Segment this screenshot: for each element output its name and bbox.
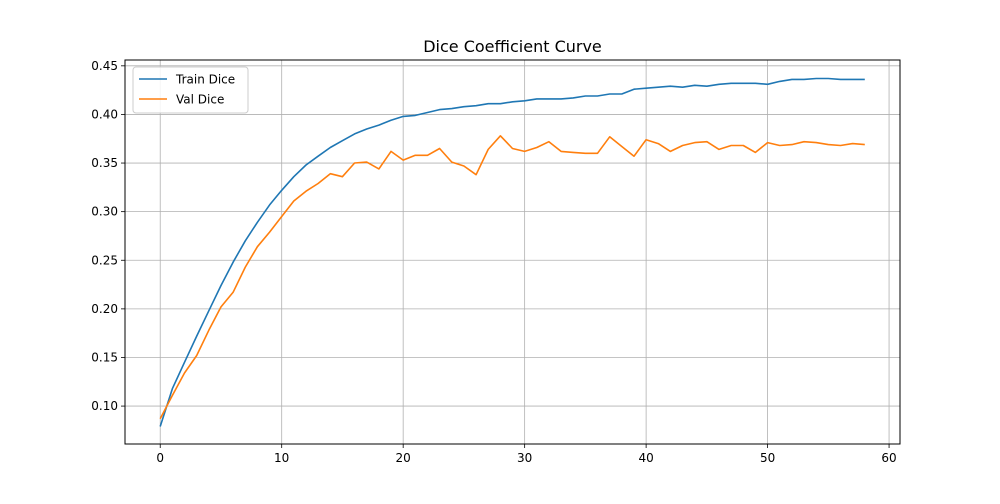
x-axis-ticks: 0 10 20 30 40 50 60: [156, 444, 897, 465]
y-tick-label: 0.25: [91, 253, 118, 267]
x-tick-label: 20: [396, 451, 411, 465]
axes-frame: [124, 59, 901, 445]
y-axis-ticks: 0.10 0.15 0.20 0.25 0.30 0.35 0.40 0.45: [91, 59, 125, 413]
x-tick-label: 40: [638, 451, 653, 465]
val-dice-legend-label: Val Dice: [176, 93, 224, 107]
legend: Train Dice Val Dice: [132, 66, 249, 114]
y-tick-label: 0.30: [91, 205, 118, 219]
plot-lines: [159, 77, 865, 427]
chart-title: Dice Coefficient Curve: [423, 37, 602, 56]
y-tick-label: 0.45: [91, 59, 118, 73]
y-tick-label: 0.40: [91, 107, 118, 121]
train-dice-line: [159, 77, 865, 427]
y-tick-label: 0.10: [91, 399, 118, 413]
y-tick-label: 0.20: [91, 302, 118, 316]
val-dice-line: [159, 135, 865, 420]
x-tick-label: 30: [517, 451, 532, 465]
x-tick-label: 50: [760, 451, 775, 465]
x-tick-label: 60: [881, 451, 896, 465]
x-tick-label: 0: [156, 451, 164, 465]
x-tick-label: 10: [274, 451, 289, 465]
y-tick-label: 0.15: [91, 350, 118, 364]
train-dice-legend-label: Train Dice: [175, 73, 235, 87]
y-tick-label: 0.35: [91, 156, 118, 170]
grid-lines: [125, 60, 900, 444]
